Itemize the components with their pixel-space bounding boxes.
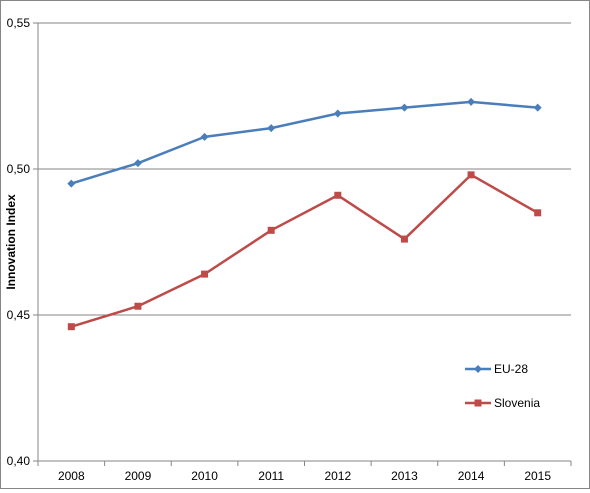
y-tick-label: 0,50	[7, 162, 31, 176]
x-tick-label: 2010	[191, 469, 218, 483]
data-point	[67, 179, 76, 188]
legend-label: EU-28	[494, 362, 528, 376]
data-point	[534, 209, 542, 217]
data-point	[67, 323, 75, 331]
data-point	[533, 103, 542, 112]
data-point	[133, 159, 142, 168]
data-point	[467, 97, 476, 106]
data-point	[134, 302, 142, 310]
x-tick-label: 2008	[58, 469, 85, 483]
x-tick-label: 2009	[125, 469, 152, 483]
data-point	[200, 132, 209, 141]
legend-label: Slovenia	[494, 396, 540, 410]
x-axis-ticks: 2008 2009 2010 2011 2012 2013 2014 2015	[37, 461, 572, 483]
series-eu-28	[67, 97, 542, 188]
series-slovenia	[67, 171, 542, 331]
y-axis-title: Innovation Index	[4, 194, 18, 290]
legend-item: EU-28	[465, 362, 528, 376]
x-tick-label: 2013	[391, 469, 418, 483]
legend-item: Slovenia	[465, 396, 540, 410]
x-tick-label: 2012	[324, 469, 351, 483]
series-line	[70, 100, 538, 185]
data-point	[201, 270, 209, 278]
x-tick-label: 2014	[458, 469, 485, 483]
data-point	[474, 399, 482, 407]
legend: EU-28 Slovenia	[465, 362, 540, 410]
x-tick-label: 2015	[524, 469, 551, 483]
data-point	[334, 191, 342, 199]
y-tick-label: 0,55	[7, 16, 31, 30]
series-line	[70, 173, 539, 328]
data-point	[333, 109, 342, 118]
data-point	[267, 226, 275, 234]
data-point	[267, 124, 276, 133]
series-group	[67, 97, 542, 331]
data-point	[467, 171, 475, 179]
gridlines	[38, 22, 571, 316]
x-tick-label: 2011	[258, 469, 284, 483]
y-tick-label: 0,45	[7, 308, 31, 322]
data-point	[474, 365, 482, 373]
y-axis-ticks: 0,40 0,45 0,50 0,55	[7, 16, 38, 468]
data-point	[400, 235, 408, 243]
axes	[37, 23, 571, 462]
data-point	[400, 103, 409, 112]
y-tick-label: 0,40	[7, 454, 31, 468]
